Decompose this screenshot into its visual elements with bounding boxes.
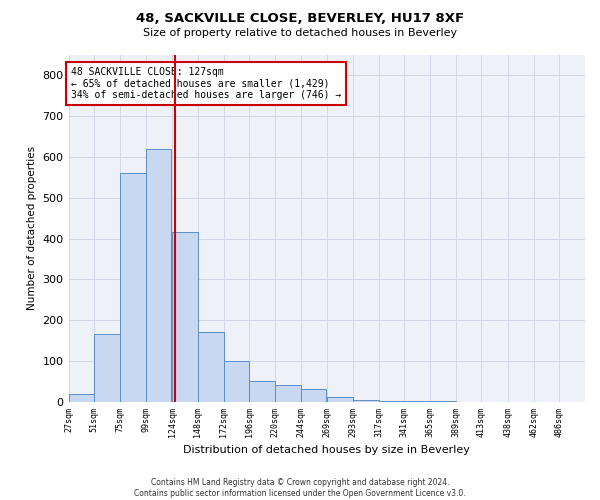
Bar bbox=[404, 401, 430, 402]
Bar bbox=[379, 401, 404, 402]
Bar bbox=[328, 396, 353, 402]
Bar bbox=[275, 386, 301, 402]
Bar bbox=[224, 361, 249, 402]
Text: 48, SACKVILLE CLOSE, BEVERLEY, HU17 8XF: 48, SACKVILLE CLOSE, BEVERLEY, HU17 8XF bbox=[136, 12, 464, 26]
Bar bbox=[120, 174, 146, 402]
Bar bbox=[249, 380, 275, 402]
Bar bbox=[68, 394, 94, 402]
Text: Contains HM Land Registry data © Crown copyright and database right 2024.
Contai: Contains HM Land Registry data © Crown c… bbox=[134, 478, 466, 498]
Bar bbox=[353, 400, 379, 402]
Bar bbox=[172, 232, 198, 402]
Bar bbox=[94, 334, 120, 402]
X-axis label: Distribution of detached houses by size in Beverley: Distribution of detached houses by size … bbox=[184, 445, 470, 455]
Text: 48 SACKVILLE CLOSE: 127sqm
← 65% of detached houses are smaller (1,429)
34% of s: 48 SACKVILLE CLOSE: 127sqm ← 65% of deta… bbox=[71, 67, 341, 100]
Text: Size of property relative to detached houses in Beverley: Size of property relative to detached ho… bbox=[143, 28, 457, 38]
Bar bbox=[198, 332, 224, 402]
Bar bbox=[146, 149, 171, 402]
Y-axis label: Number of detached properties: Number of detached properties bbox=[27, 146, 37, 310]
Bar bbox=[301, 388, 326, 402]
